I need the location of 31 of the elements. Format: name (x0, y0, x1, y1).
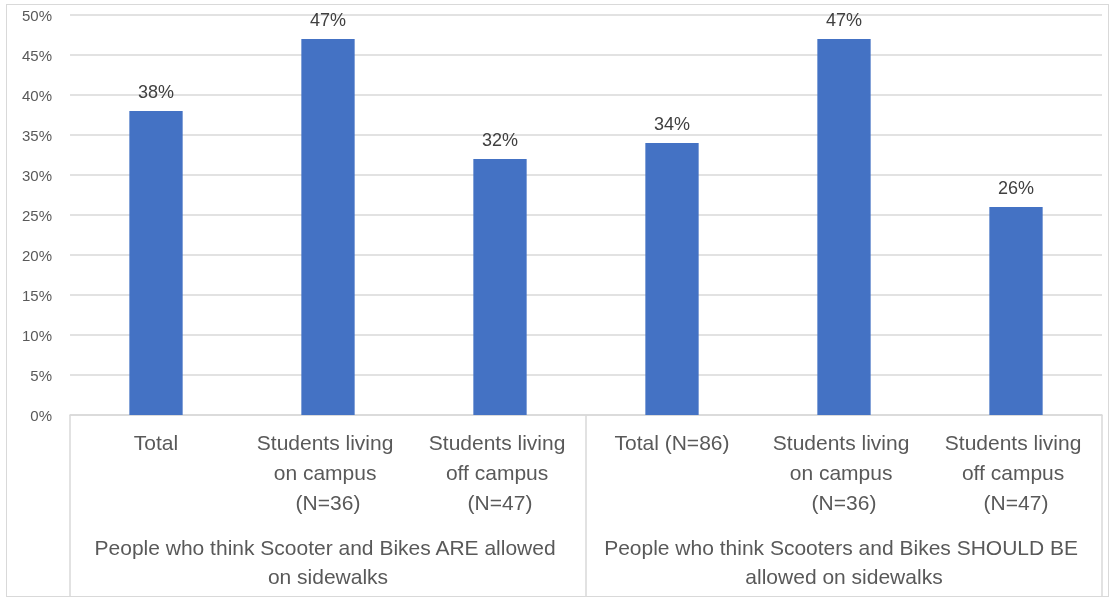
y-tick-label: 50% (21, 6, 52, 24)
bar (645, 143, 699, 415)
data-label: 47% (309, 10, 347, 30)
x-tick-label: Students living off campus (N=47) (428, 430, 572, 514)
bar (989, 207, 1043, 415)
bar (129, 111, 183, 415)
y-tick-label: 30% (21, 166, 52, 184)
x-tick-label: Students living on campus (N=36) (256, 430, 400, 514)
x-tick-label: Students living off campus (N=47) (944, 430, 1088, 514)
text: People who think Scooter and Bikes ARE allowed on sidewalks (94, 536, 562, 588)
data-label: 47% (825, 10, 863, 30)
text: People who think Scooters and Bikes SHOULD BE allowed on sidewalks (604, 536, 1084, 588)
y-tick-label: 0% (30, 406, 52, 424)
y-tick-label: 25% (21, 206, 52, 224)
y-tick-label: 5% (30, 366, 52, 384)
y-tick-label: 40% (21, 86, 52, 104)
y-tick-label: 10% (21, 326, 52, 344)
x-tick-label: Total (133, 430, 179, 454)
y-tick-label: 45% (21, 46, 52, 64)
y-tick-label: 15% (21, 286, 52, 304)
data-label: 38% (137, 82, 175, 102)
y-tick-label: 35% (21, 126, 52, 144)
data-label: 32% (481, 130, 519, 150)
y-tick-label: 20% (21, 246, 52, 264)
x-tick-label: Students living on campus (N=36) (772, 430, 916, 514)
data-label: 34% (653, 114, 691, 134)
x-tick-label: Total (N=86) (614, 430, 730, 454)
bar (473, 159, 527, 415)
data-label: 26% (997, 178, 1035, 198)
bar (301, 39, 355, 415)
bar (817, 39, 871, 415)
